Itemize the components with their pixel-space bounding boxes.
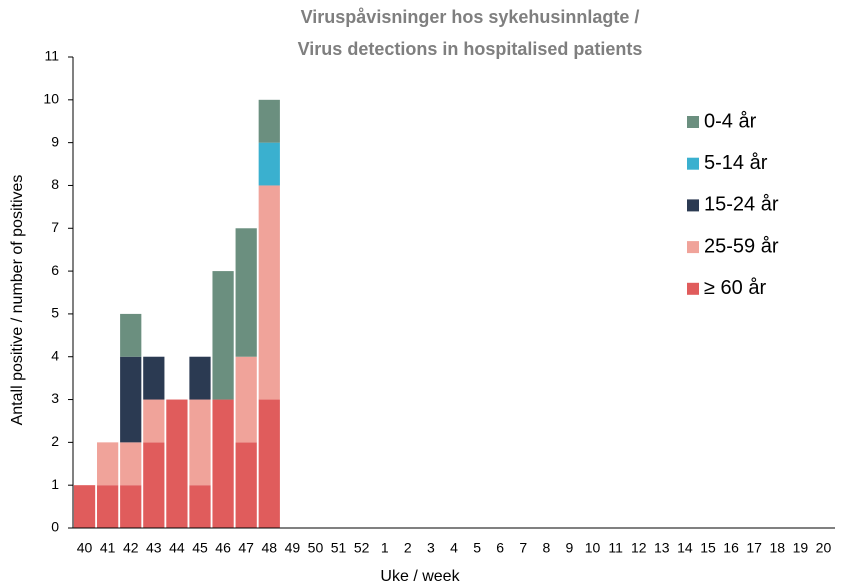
y-tick-label: 5 (51, 305, 59, 321)
x-tick-label: 1 (381, 540, 389, 556)
bar-segment (258, 142, 280, 186)
bar-segment (120, 356, 142, 443)
legend-swatch (687, 199, 699, 212)
bar-segment (189, 485, 211, 528)
x-tick-label: 18 (769, 540, 785, 556)
bar-segment (143, 356, 165, 400)
x-tick-label: 14 (677, 540, 693, 556)
x-tick-label: 5 (473, 540, 481, 556)
bar-segment (235, 228, 257, 357)
x-tick-label: 15 (700, 540, 716, 556)
legend-swatch (687, 282, 699, 295)
x-tick-label: 42 (123, 540, 139, 556)
x-tick-label: 43 (146, 540, 162, 556)
legend-label: 5-14 år (704, 152, 768, 174)
x-tick-label: 3 (427, 540, 435, 556)
legend-label: 0-4 år (704, 110, 757, 132)
bar-segment (97, 442, 119, 486)
bar-segment (189, 399, 211, 486)
bar-segment (258, 185, 280, 400)
bar-segment (166, 399, 188, 528)
bar-segment (189, 356, 211, 400)
chart-title: Virus detections in hospitalised patient… (298, 39, 643, 59)
x-tick-label: 8 (542, 540, 550, 556)
y-tick-label: 8 (51, 176, 59, 192)
x-tick-label: 47 (238, 540, 254, 556)
bar-segment (235, 442, 257, 528)
x-tick-label: 6 (496, 540, 504, 556)
bar-segment (212, 271, 234, 400)
y-tick-label: 0 (51, 519, 59, 535)
x-tick-label: 44 (169, 540, 185, 556)
x-tick-label: 50 (308, 540, 324, 556)
bar-segment (258, 399, 280, 528)
y-tick-label: 1 (51, 476, 59, 492)
x-tick-label: 46 (215, 540, 231, 556)
x-tick-label: 9 (566, 540, 574, 556)
legend-swatch (687, 241, 699, 254)
x-tick-label: 16 (723, 540, 739, 556)
x-tick-label: 49 (285, 540, 301, 556)
y-tick-label: 10 (43, 91, 59, 107)
bar-segment (143, 399, 165, 443)
x-tick-label: 45 (192, 540, 208, 556)
x-tick-label: 20 (816, 540, 832, 556)
x-tick-label: 12 (631, 540, 647, 556)
x-tick-label: 40 (77, 540, 93, 556)
x-tick-label: 13 (654, 540, 670, 556)
y-axis-label: Antall positive / number of positives (9, 175, 26, 426)
x-tick-label: 51 (331, 540, 347, 556)
x-tick-label: 19 (793, 540, 809, 556)
x-tick-label: 17 (746, 540, 762, 556)
legend-label: 15-24 år (704, 194, 779, 216)
bar-segment (97, 485, 119, 528)
y-tick-label: 7 (51, 219, 59, 235)
bar-segment (258, 99, 280, 143)
x-tick-label: 48 (261, 540, 277, 556)
x-tick-label: 52 (354, 540, 370, 556)
x-tick-label: 10 (585, 540, 601, 556)
x-tick-label: 4 (450, 540, 458, 556)
x-tick-label: 11 (608, 540, 623, 556)
chart-title: Viruspåvisninger hos sykehusinnlagte / (301, 7, 640, 27)
x-axis-label: Uke / week (380, 568, 460, 585)
x-tick-label: 41 (100, 540, 116, 556)
x-tick-label: 2 (404, 540, 412, 556)
legend-label: 25-59 år (704, 235, 779, 257)
legend-swatch (687, 157, 699, 170)
bar-segment (235, 356, 257, 443)
bar-segment (73, 485, 96, 528)
y-tick-label: 2 (51, 433, 59, 449)
legend-label: ≥ 60 år (704, 277, 766, 299)
bar-segment (143, 442, 165, 528)
bar-segment (212, 399, 234, 528)
bar-segment (120, 313, 142, 357)
x-tick-label: 7 (519, 540, 527, 556)
y-tick-label: 4 (51, 347, 59, 363)
bar-segment (120, 485, 142, 528)
y-tick-label: 6 (51, 262, 59, 278)
y-tick-label: 11 (44, 48, 59, 64)
bar-segment (120, 442, 142, 486)
legend-swatch (687, 116, 699, 128)
y-tick-label: 3 (51, 390, 59, 406)
y-tick-label: 9 (51, 133, 59, 149)
